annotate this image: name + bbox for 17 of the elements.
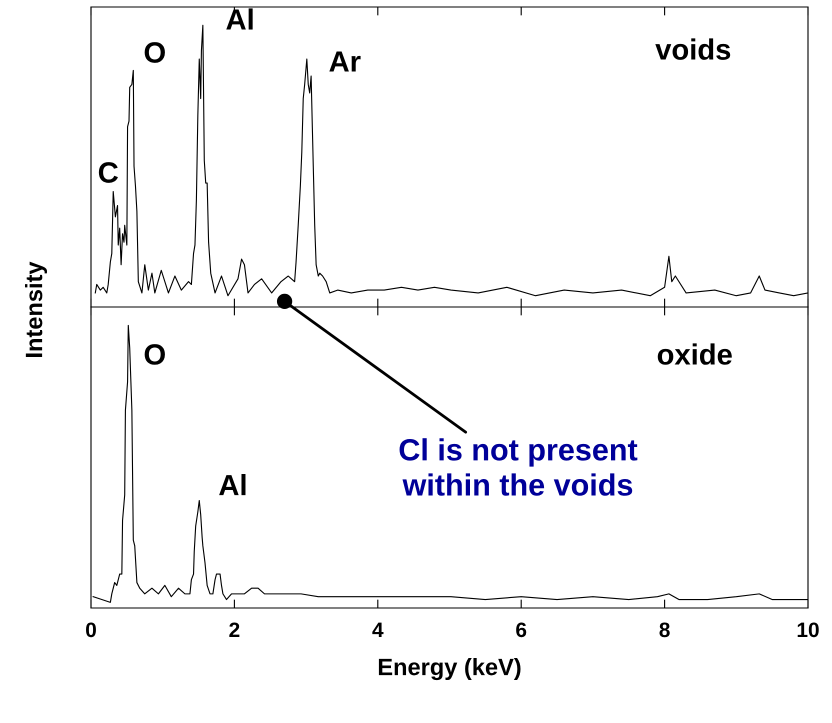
x-tick-label: 4 xyxy=(372,622,384,637)
annotation: oxide xyxy=(658,343,732,365)
x-tick-label: 10 xyxy=(798,622,819,638)
annotation: O xyxy=(144,344,165,365)
x-tick-label: 0 xyxy=(86,622,96,638)
annotation: Cl is not present within the voids xyxy=(400,438,638,496)
annotation: Al xyxy=(226,8,253,30)
annotation: O xyxy=(144,42,165,63)
y-axis-title: Intensity xyxy=(24,262,48,357)
annotation: voids xyxy=(655,38,730,60)
x-tick-label: 6 xyxy=(516,622,526,638)
annotation: Al xyxy=(219,474,246,496)
x-tick-label: 2 xyxy=(229,622,240,637)
annotation: C xyxy=(98,162,118,183)
x-tick-label: 8 xyxy=(659,622,670,638)
x-axis-title: Energy (keV) xyxy=(378,658,520,680)
annotation: Ar xyxy=(329,51,361,72)
